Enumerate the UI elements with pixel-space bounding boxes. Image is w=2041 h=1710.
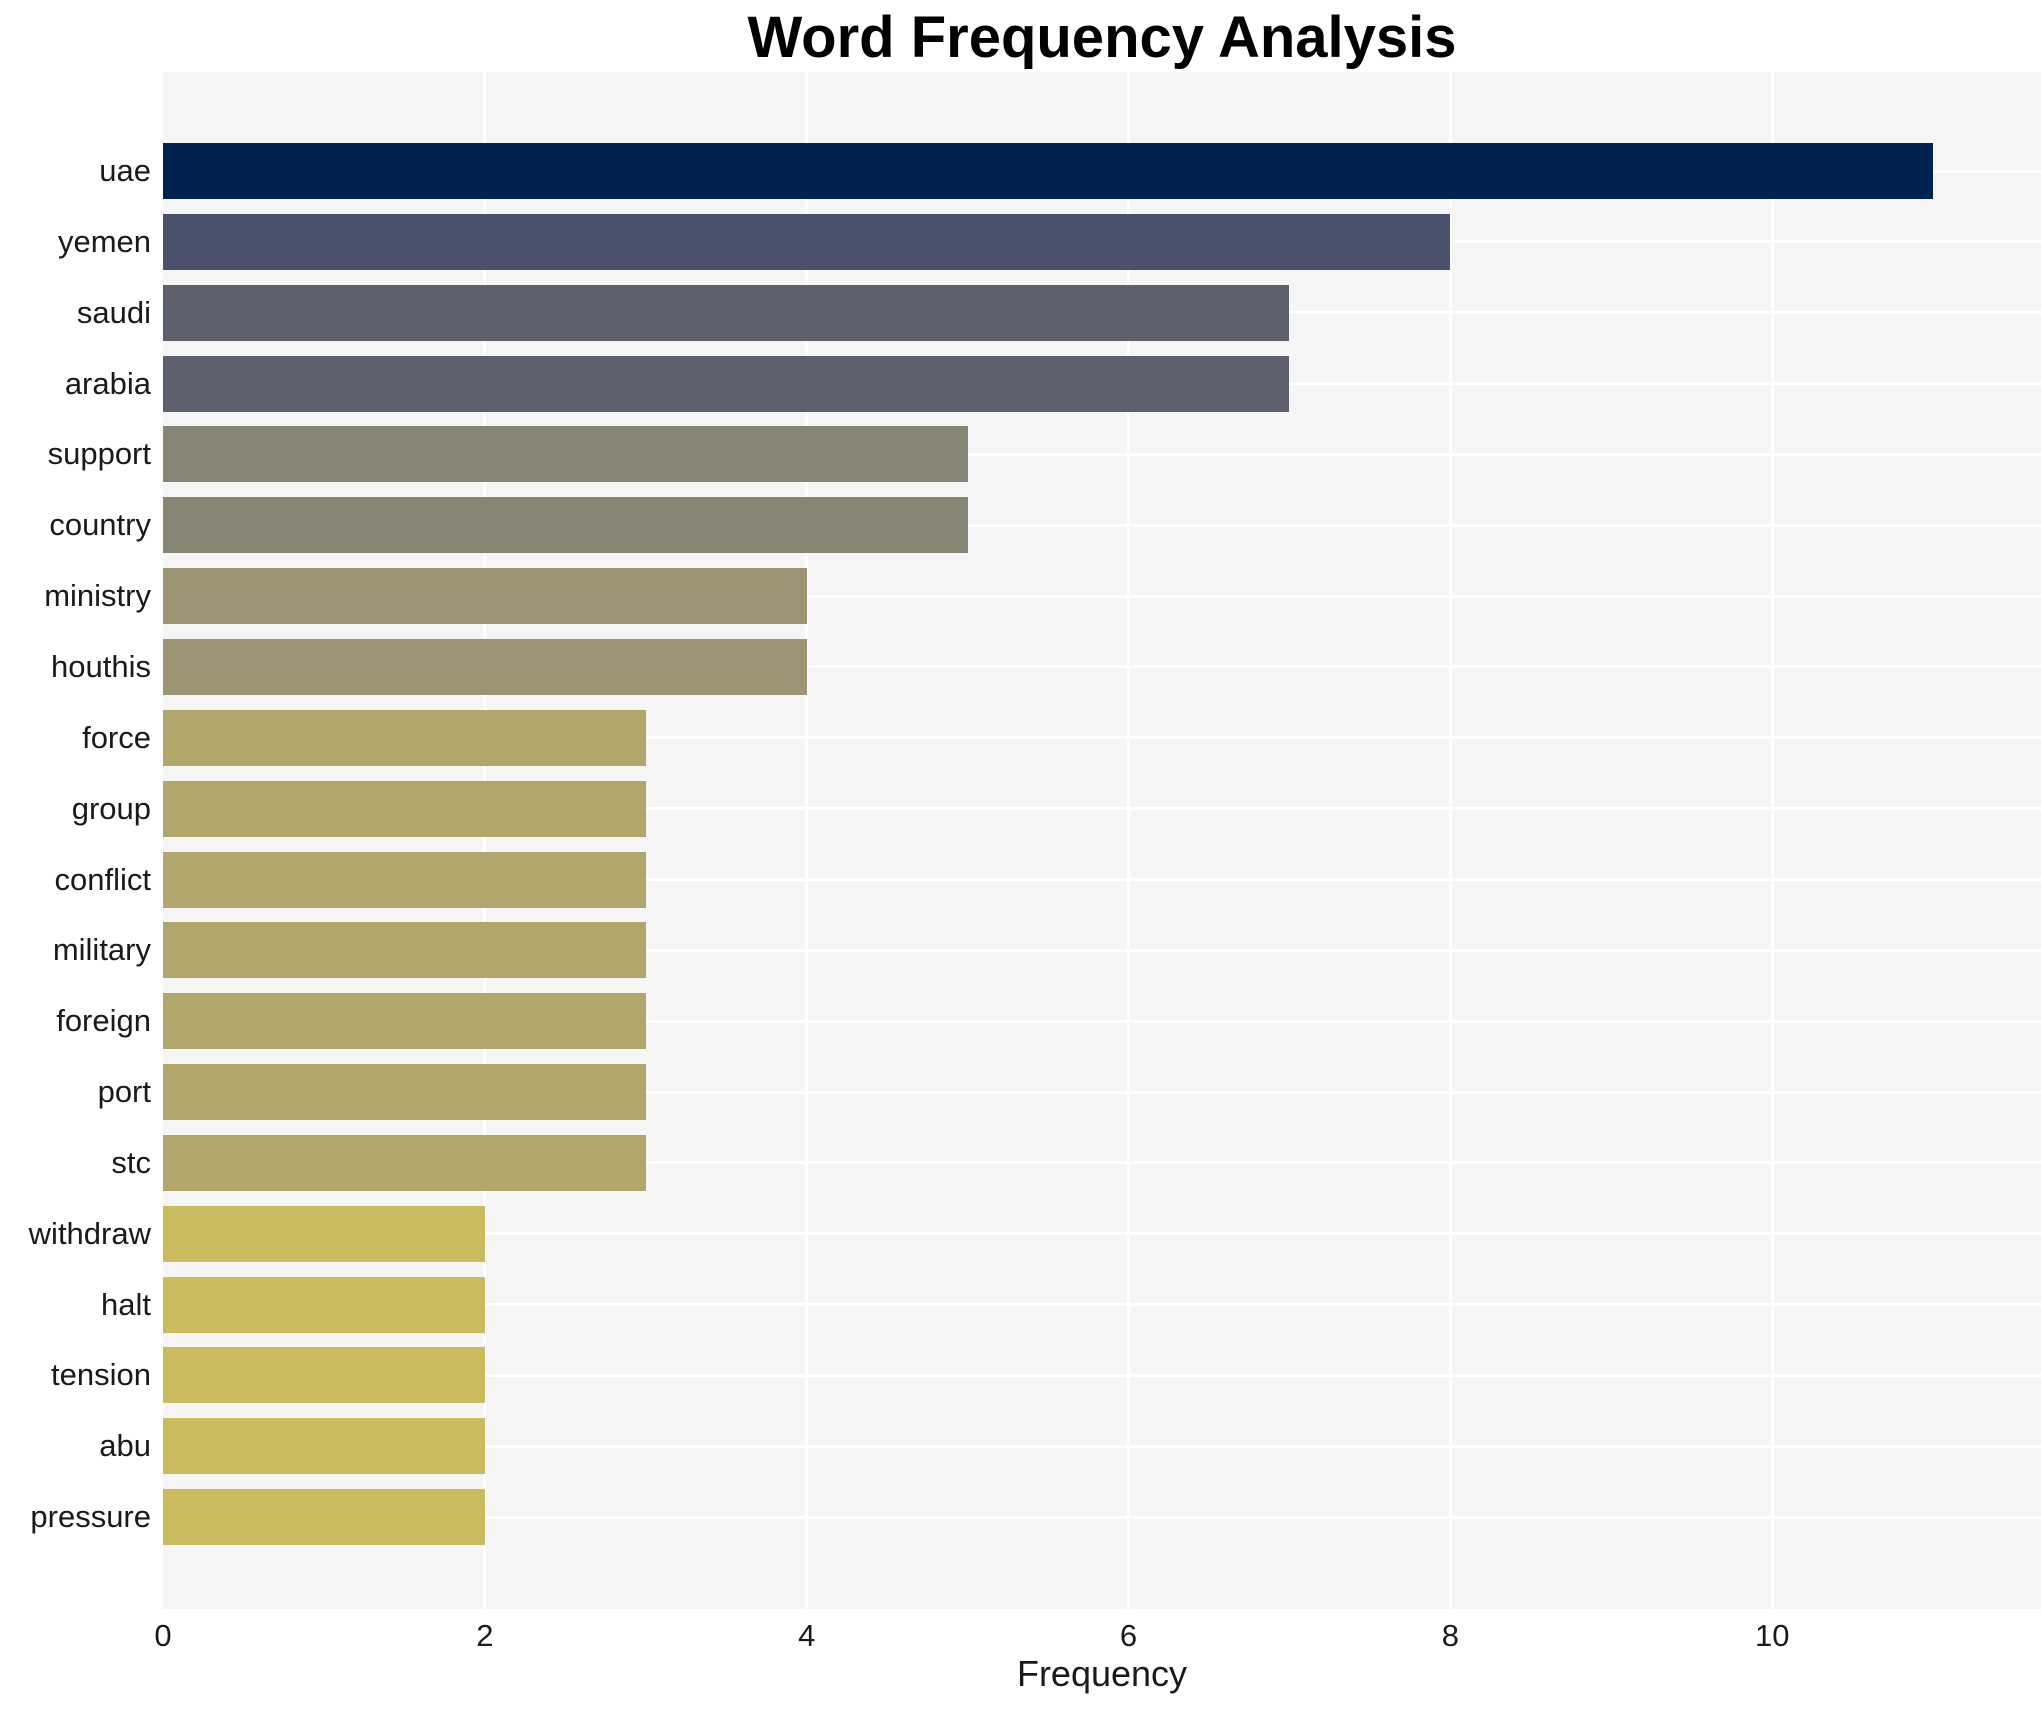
horizontal-gridline bbox=[163, 594, 2041, 598]
bar-stc bbox=[163, 1134, 646, 1191]
bar-support bbox=[163, 426, 968, 483]
xtick-label-0: 0 bbox=[154, 1618, 172, 1653]
horizontal-gridline bbox=[163, 1161, 2041, 1165]
xtick-label-2: 2 bbox=[476, 1618, 494, 1653]
horizontal-gridline bbox=[163, 948, 2041, 952]
horizontal-gridline bbox=[163, 807, 2041, 811]
ytick-label-port: port bbox=[97, 1074, 151, 1110]
bar-abu bbox=[163, 1418, 485, 1475]
bar-force bbox=[163, 709, 646, 766]
ytick-label-support: support bbox=[47, 436, 151, 472]
ytick-label-foreign: foreign bbox=[56, 1003, 151, 1039]
ytick-label-halt: halt bbox=[101, 1286, 151, 1322]
bar-arabia bbox=[163, 355, 1290, 412]
ytick-label-group: group bbox=[71, 790, 151, 826]
ytick-label-uae: uae bbox=[99, 153, 151, 188]
bar-foreign bbox=[163, 993, 646, 1050]
xtick-label-10: 10 bbox=[1755, 1618, 1790, 1653]
vertical-gridline bbox=[1770, 72, 1774, 1609]
ytick-label-pressure: pressure bbox=[30, 1499, 151, 1535]
vertical-gridline bbox=[483, 72, 487, 1609]
horizontal-gridline bbox=[163, 452, 2041, 456]
bar-military bbox=[163, 922, 646, 979]
bar-withdraw bbox=[163, 1205, 485, 1262]
chart-title: Word Frequency Analysis bbox=[747, 5, 1457, 70]
xtick-label-4: 4 bbox=[798, 1618, 816, 1653]
horizontal-gridline bbox=[163, 1373, 2041, 1377]
bar-group bbox=[163, 780, 646, 837]
ytick-label-yemen: yemen bbox=[57, 223, 151, 259]
plot-area bbox=[163, 72, 2041, 1609]
horizontal-gridline bbox=[163, 1515, 2041, 1519]
horizontal-gridline bbox=[163, 1444, 2041, 1448]
ytick-label-saudi: saudi bbox=[76, 294, 151, 330]
vertical-gridline bbox=[1448, 72, 1452, 1609]
ytick-label-houthis: houthis bbox=[51, 648, 151, 684]
bar-port bbox=[163, 1064, 646, 1121]
horizontal-gridline bbox=[163, 665, 2041, 669]
bar-uae bbox=[163, 143, 1934, 199]
ytick-label-military: military bbox=[52, 932, 151, 968]
vertical-gridline bbox=[1127, 72, 1131, 1609]
vertical-gridline bbox=[805, 72, 809, 1609]
horizontal-gridline bbox=[163, 1232, 2041, 1236]
bar-ministry bbox=[163, 568, 807, 625]
bar-saudi bbox=[163, 284, 1290, 341]
horizontal-gridline bbox=[163, 878, 2041, 881]
x-axis-label: Frequency bbox=[1016, 1653, 1188, 1694]
bar-houthis bbox=[163, 638, 807, 695]
ytick-label-abu: abu bbox=[99, 1428, 151, 1464]
ytick-label-country: country bbox=[49, 507, 151, 543]
ytick-label-conflict: conflict bbox=[54, 861, 151, 897]
bar-pressure bbox=[163, 1489, 485, 1546]
horizontal-gridline bbox=[163, 523, 2041, 527]
horizontal-gridline bbox=[163, 1090, 2041, 1094]
horizontal-gridline bbox=[163, 736, 2041, 740]
ytick-label-arabia: arabia bbox=[64, 365, 151, 401]
xtick-label-8: 8 bbox=[1441, 1618, 1460, 1653]
ytick-label-force: force bbox=[82, 719, 151, 755]
xtick-label-6: 6 bbox=[1119, 1618, 1138, 1653]
bar-halt bbox=[163, 1276, 485, 1333]
ytick-label-stc: stc bbox=[111, 1144, 151, 1180]
horizontal-gridline bbox=[163, 1019, 2041, 1023]
ytick-label-tension: tension bbox=[51, 1357, 151, 1393]
horizontal-gridline bbox=[163, 1303, 2041, 1307]
ytick-label-ministry: ministry bbox=[44, 578, 151, 614]
bar-tension bbox=[163, 1347, 485, 1404]
bar-country bbox=[163, 497, 968, 554]
ytick-label-withdraw: withdraw bbox=[28, 1215, 151, 1251]
bar-yemen bbox=[163, 213, 1451, 270]
bar-conflict bbox=[163, 851, 646, 908]
